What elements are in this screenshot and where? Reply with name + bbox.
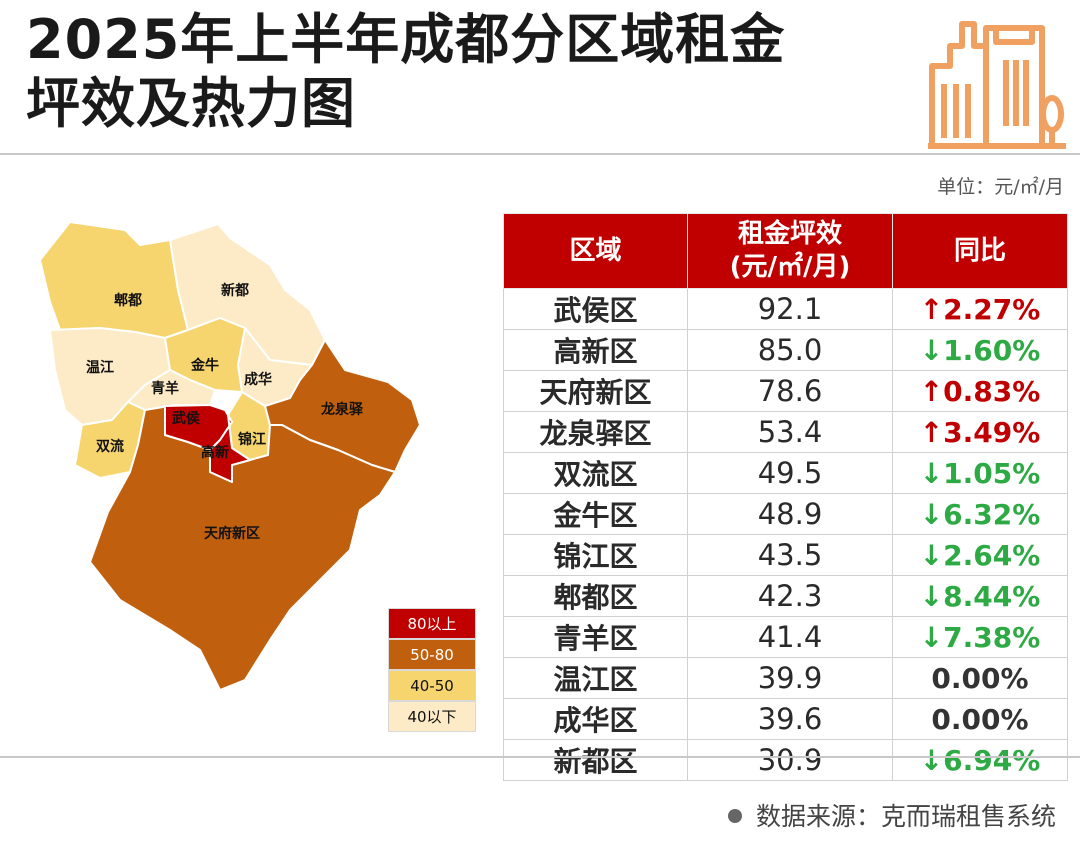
rent-table: 区域 租金坪效 (元/㎡/月) 同比 武侯区 92.1 ↑2.27% 高新区 85.0 ↓… — [503, 213, 1068, 781]
cell-rent: 92.1 — [687, 288, 893, 330]
data-source-text: 数据来源：克而瑞租售系统 — [755, 802, 1056, 831]
legend-item-50-80: 50-80 — [388, 639, 476, 670]
cell-district: 青羊区 — [503, 616, 688, 658]
unit-label: 单位：元/㎡/月 — [937, 176, 1064, 198]
cell-district: 高新区 — [503, 329, 688, 371]
cell-district: 温江区 — [503, 657, 688, 699]
cell-rent: 78.6 — [687, 370, 893, 412]
cell-yoy: ↓1.60% — [892, 329, 1068, 371]
cell-district: 金牛区 — [503, 493, 688, 535]
map-region-gaoxin — [209, 414, 251, 483]
cell-yoy: ↓6.94% — [892, 739, 1068, 781]
cell-district: 武侯区 — [503, 288, 688, 330]
data-source: 数据来源：克而瑞租售系统 — [727, 797, 1056, 833]
table-row: 成华区 39.6 0.00% — [503, 698, 1068, 740]
map-label-qingyang: 青羊 — [151, 380, 179, 397]
legend-item-40-50: 40-50 — [388, 670, 476, 701]
cell-yoy: ↓1.05% — [892, 452, 1068, 494]
map-region-jinniu — [164, 317, 246, 393]
map-label-jinniu: 金牛 — [190, 357, 219, 374]
table-row: 龙泉驿区 53.4 ↑3.49% — [503, 411, 1068, 453]
footer-divider — [0, 756, 1080, 758]
header-rent-unit: (元/㎡/月) — [729, 252, 851, 282]
cell-rent: 39.6 — [687, 698, 893, 740]
cell-yoy: 0.00% — [892, 657, 1068, 699]
header-district: 区域 — [503, 213, 688, 289]
table-row: 金牛区 48.9 ↓6.32% — [503, 493, 1068, 535]
cell-yoy: ↓7.38% — [892, 616, 1068, 658]
cell-rent: 42.3 — [687, 575, 893, 617]
map-label-jinjiang: 锦江 — [238, 431, 266, 448]
cell-rent: 30.9 — [687, 739, 893, 781]
cell-district: 成华区 — [503, 698, 688, 740]
table-row: 锦江区 43.5 ↓2.64% — [503, 534, 1068, 576]
table-body: 武侯区 92.1 ↑2.27% 高新区 85.0 ↓1.60% 天府新区 78.6 ↑0.83%… — [503, 288, 1068, 781]
title-divider — [0, 153, 1080, 155]
map-label-pidu: 郫都 — [114, 292, 142, 309]
cell-rent: 85.0 — [687, 329, 893, 371]
map-region-pidu — [39, 221, 189, 339]
map-label-gaoxin: 高新 — [201, 444, 229, 461]
table-row: 武侯区 92.1 ↑2.27% — [503, 288, 1068, 330]
map-label-chenghua: 成华 — [244, 371, 272, 388]
header-yoy: 同比 — [892, 213, 1068, 289]
header-rent: 租金坪效 (元/㎡/月) — [687, 213, 893, 289]
cell-yoy: 0.00% — [892, 698, 1068, 740]
header-rent-label: 租金坪效 — [737, 219, 842, 249]
legend-item-below-40: 40以下 — [388, 701, 476, 732]
cell-rent: 49.5 — [687, 452, 893, 494]
cell-rent: 41.4 — [687, 616, 893, 658]
cell-rent: 53.4 — [687, 411, 893, 453]
legend-item-80-plus: 80以上 — [388, 608, 476, 639]
cell-district: 天府新区 — [503, 370, 688, 412]
page-title: 2025年上半年成都分区域租金 坪效及热力图 — [26, 8, 906, 136]
cell-yoy: ↓2.64% — [892, 534, 1068, 576]
map-legend: 80以上 50-80 40-50 40以下 — [388, 608, 476, 732]
table-row: 高新区 85.0 ↓1.60% — [503, 329, 1068, 371]
map-label-shuangliu: 双流 — [96, 438, 124, 455]
cell-rent: 43.5 — [687, 534, 893, 576]
cell-district: 郫都区 — [503, 575, 688, 617]
table-row: 青羊区 41.4 ↓7.38% — [503, 616, 1068, 658]
table-row: 温江区 39.9 0.00% — [503, 657, 1068, 699]
cell-rent: 48.9 — [687, 493, 893, 535]
cell-yoy: ↑0.83% — [892, 370, 1068, 412]
map-label-longquanyi: 龙泉驿 — [320, 401, 364, 418]
map-label-xindu: 新都 — [221, 282, 249, 299]
cell-yoy: ↓6.32% — [892, 493, 1068, 535]
title-line-2: 坪效及热力图 — [26, 72, 356, 135]
cell-district: 锦江区 — [503, 534, 688, 576]
chengdu-district-map: 郫都 新都 温江 金牛 青羊 成华 龙泉驿 武侯 锦江 双流 高新 天府新区 — [39, 221, 421, 691]
cell-rent: 39.9 — [687, 657, 893, 699]
table-row: 新都区 30.9 ↓6.94% — [503, 739, 1068, 781]
table-header-row: 区域 租金坪效 (元/㎡/月) 同比 — [503, 213, 1068, 289]
table-row: 天府新区 78.6 ↑0.83% — [503, 370, 1068, 412]
bullet-icon — [727, 809, 742, 823]
cell-district: 双流区 — [503, 452, 688, 494]
table-row: 郫都区 42.3 ↓8.44% — [503, 575, 1068, 617]
cell-district: 新都区 — [503, 739, 688, 781]
cell-district: 龙泉驿区 — [503, 411, 688, 453]
table-row: 双流区 49.5 ↓1.05% — [503, 452, 1068, 494]
cell-yoy: ↑2.27% — [892, 288, 1068, 330]
map-label-tianfu: 天府新区 — [204, 525, 260, 542]
map-label-wenjiang: 温江 — [86, 359, 114, 376]
map-label-wuhou: 武侯 — [172, 410, 201, 427]
cell-yoy: ↓8.44% — [892, 575, 1068, 617]
cell-yoy: ↑3.49% — [892, 411, 1068, 453]
title-line-1: 2025年上半年成都分区域租金 — [26, 8, 786, 71]
building-icon — [928, 21, 1066, 149]
